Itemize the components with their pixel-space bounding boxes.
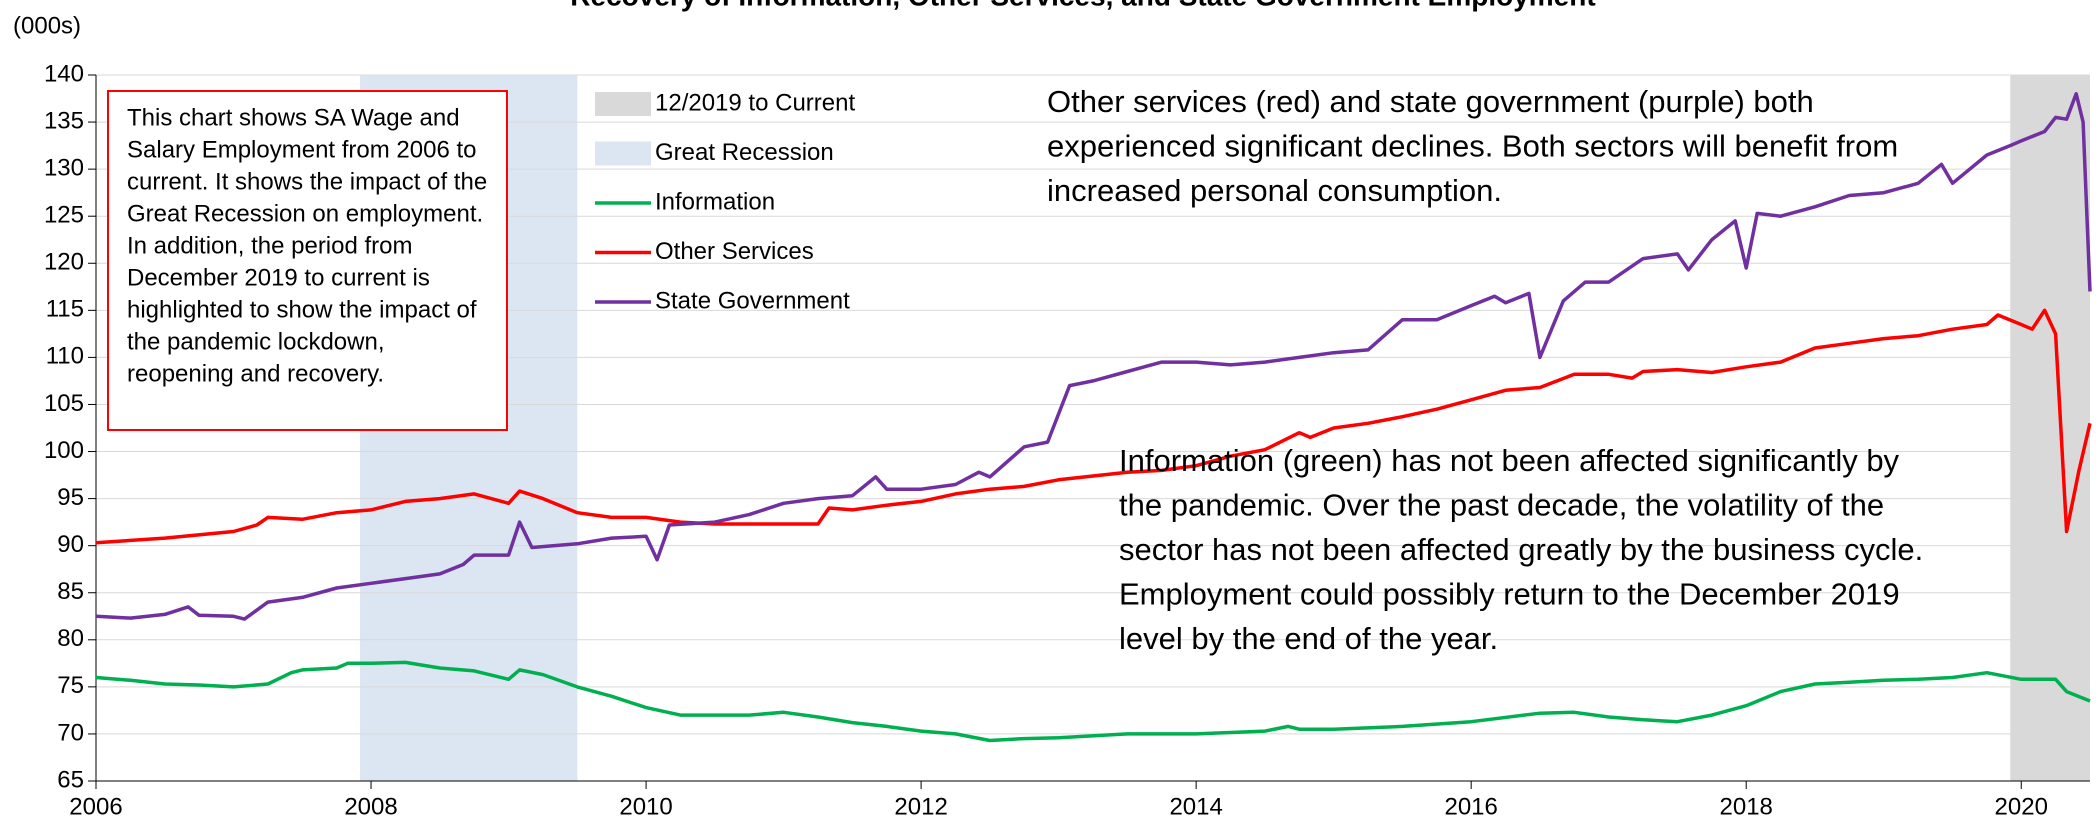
series-line bbox=[95, 308, 2092, 545]
x-tick-label: 2010 bbox=[619, 793, 672, 820]
annotation-text: increased personal consumption. bbox=[1047, 173, 1502, 208]
y-tick-label: 140 bbox=[44, 60, 84, 87]
y-axis-unit: (000s) bbox=[13, 12, 81, 39]
y-tick-label: 95 bbox=[57, 484, 84, 511]
annotation-text: highlighted to show the impact of bbox=[127, 296, 477, 323]
y-tick-label: 85 bbox=[57, 578, 84, 605]
legend-label: Great Recession bbox=[655, 139, 834, 166]
series-line bbox=[95, 92, 2092, 621]
y-tick-label: 80 bbox=[57, 625, 84, 652]
chart-title: Recovery of Information, Other Services,… bbox=[570, 0, 1595, 11]
y-tick-label: 125 bbox=[44, 202, 84, 229]
annotation-text: the pandemic lockdown, bbox=[127, 328, 384, 355]
annotation-text: Great Recession on employment. bbox=[127, 200, 483, 227]
y-tick-label: 65 bbox=[57, 766, 84, 793]
x-tick-label: 2008 bbox=[344, 793, 397, 820]
y-tick-label: 90 bbox=[57, 531, 84, 558]
legend-label: 12/2019 to Current bbox=[655, 89, 855, 116]
annotation-text: In addition, the period from bbox=[127, 232, 413, 259]
x-tick-label: 2012 bbox=[894, 793, 947, 820]
legend-swatch bbox=[595, 141, 651, 166]
annotation-text: the pandemic. Over the past decade, the … bbox=[1119, 488, 1884, 523]
x-tick-label: 2014 bbox=[1169, 793, 1222, 820]
y-tick-label: 135 bbox=[44, 107, 84, 134]
legend-label: State Government bbox=[655, 287, 850, 314]
y-tick-label: 115 bbox=[46, 296, 84, 323]
annotation-text: current. It shows the impact of the bbox=[127, 168, 487, 195]
x-tick-label: 2016 bbox=[1444, 793, 1497, 820]
x-tick-label: 2018 bbox=[1720, 793, 1773, 820]
y-tick-label: 130 bbox=[44, 154, 84, 181]
legend-swatch bbox=[595, 92, 651, 116]
annotation-text: experienced significant declines. Both s… bbox=[1047, 129, 1898, 164]
y-tick-label: 120 bbox=[44, 249, 84, 276]
annotation-text: Other services (red) and state governmen… bbox=[1047, 84, 1814, 119]
annotation-text: December 2019 to current is bbox=[127, 264, 430, 291]
shaded-period bbox=[2010, 75, 2090, 781]
annotation-text: Salary Employment from 2006 to bbox=[127, 136, 477, 163]
series-line bbox=[95, 660, 2091, 743]
annotation-text: level by the end of the year. bbox=[1119, 621, 1498, 656]
x-tick-label: 2020 bbox=[1995, 793, 2048, 820]
y-tick-label: 105 bbox=[44, 390, 84, 417]
y-tick-label: 100 bbox=[44, 437, 84, 464]
annotation-text: sector has not been affected greatly by … bbox=[1119, 532, 1923, 567]
legend-label: Information bbox=[655, 188, 775, 215]
annotation-text: Employment could possibly return to the … bbox=[1119, 577, 1900, 612]
annotation-text: reopening and recovery. bbox=[127, 360, 384, 387]
x-tick-label: 2006 bbox=[69, 793, 122, 820]
y-tick-label: 70 bbox=[57, 719, 84, 746]
annotation-text: This chart shows SA Wage and bbox=[127, 104, 460, 131]
y-tick-label: 110 bbox=[46, 343, 84, 370]
annotation-box bbox=[107, 90, 508, 431]
y-tick-label: 75 bbox=[57, 672, 84, 699]
annotation-text: Information (green) has not been affecte… bbox=[1119, 443, 1900, 478]
legend-label: Other Services bbox=[655, 238, 814, 265]
